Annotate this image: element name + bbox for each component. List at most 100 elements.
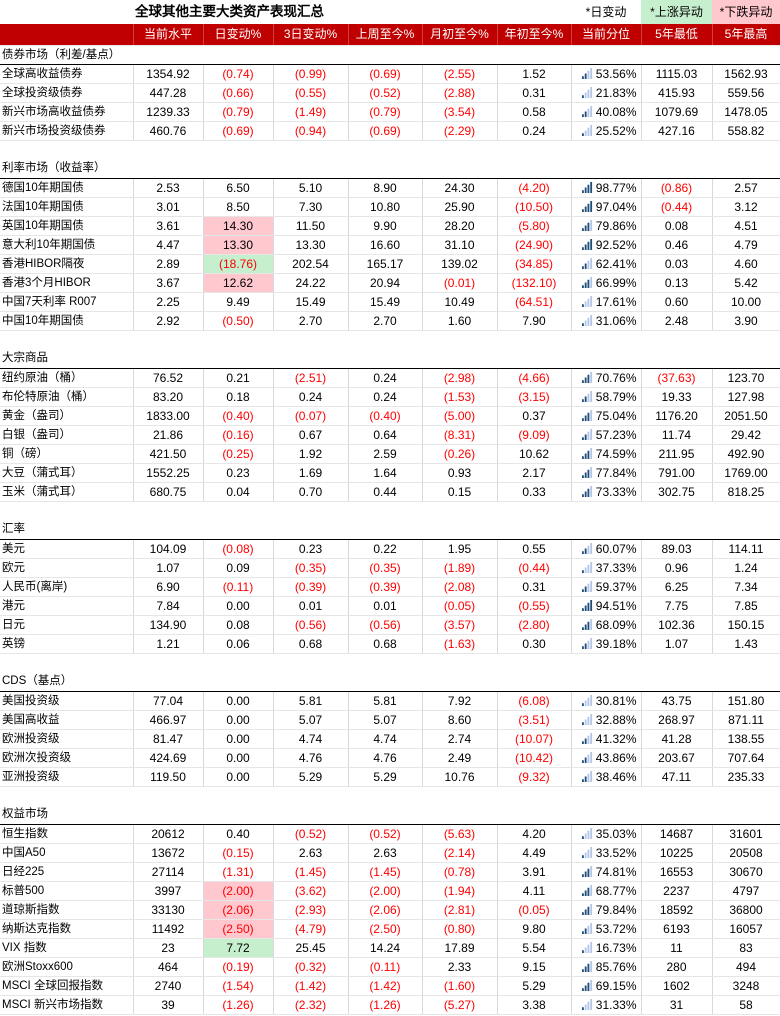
table-cell: 0.55 xyxy=(497,539,572,559)
percentile-bars-icon xyxy=(581,181,592,193)
percentile-bars-icon xyxy=(581,827,592,839)
percentile-bars-icon xyxy=(581,751,592,763)
table-cell: 40.08% xyxy=(571,102,642,122)
table-cell: 7.84 xyxy=(133,596,204,616)
percentile-value: 40.08% xyxy=(595,104,637,119)
table-cell: (24.90) xyxy=(497,235,572,255)
table-cell: (4.66) xyxy=(497,368,572,388)
table-cell: (1.63) xyxy=(422,634,498,654)
percentile-bars-icon xyxy=(581,447,592,459)
percentile-bars-icon xyxy=(581,219,592,231)
table-cell: 494 xyxy=(712,957,780,977)
table-cell: 3.12 xyxy=(712,197,780,217)
table-row: 纽约原油（桶） 76.52 0.21 (2.51) 0.24 (2.98) (4.66) 70… xyxy=(0,368,780,388)
table-cell: 2.53 xyxy=(133,178,204,198)
row-label: 人民币(离岸) xyxy=(0,577,134,597)
percentile-value: 68.77% xyxy=(595,883,637,898)
table-cell: (0.56) xyxy=(348,615,423,635)
percentile-value: 79.86% xyxy=(595,218,637,233)
table-cell: 139.02 xyxy=(422,254,498,274)
row-label: 玉米（蒲式耳） xyxy=(0,482,134,502)
table-cell: 5.29 xyxy=(348,767,423,787)
row-label: 中国A50 xyxy=(0,843,134,863)
percentile-value: 92.52% xyxy=(595,237,637,252)
row-label: 港元 xyxy=(0,596,134,616)
table-row: 玉米（蒲式耳） 680.75 0.04 0.70 0.44 0.15 0.33 73.33% 3… xyxy=(0,482,780,502)
table-cell: 20.94 xyxy=(348,273,423,293)
table-cell: 0.00 xyxy=(203,710,274,730)
table-cell: (2.88) xyxy=(422,83,498,103)
table-cell: 0.64 xyxy=(348,425,423,445)
table-cell: 0.24 xyxy=(348,387,423,407)
legend-up: *上涨异动 xyxy=(641,0,712,24)
percentile-bars-icon xyxy=(581,86,592,98)
table-cell: (2.81) xyxy=(422,900,498,920)
percentile-bars-icon xyxy=(581,922,592,934)
table-row: 黄金（盎司） 1833.00 (0.40) (0.07) (0.40) (5.00) 0.3… xyxy=(0,406,780,426)
percentile-bars-icon xyxy=(581,846,592,858)
percentile-bars-icon xyxy=(581,257,592,269)
table-cell: 2.70 xyxy=(348,311,423,331)
table-cell: 27114 xyxy=(133,862,204,882)
section-header: 利率市场（收益率） xyxy=(0,159,780,179)
row-label: 纽约原油（桶） xyxy=(0,368,134,388)
table-cell: 20508 xyxy=(712,843,780,863)
table-cell: 1.24 xyxy=(712,558,780,578)
table-cell: 0.18 xyxy=(203,387,274,407)
table-cell: (0.05) xyxy=(497,900,572,920)
table-cell: 0.22 xyxy=(348,539,423,559)
row-label: 法国10年期国债 xyxy=(0,197,134,217)
percentile-value: 85.76% xyxy=(595,959,637,974)
table-cell: 6193 xyxy=(641,919,713,939)
table-cell: (5.63) xyxy=(422,824,498,844)
table-row: 日元 134.90 0.08 (0.56) (0.56) (3.57) (2.80) 68.0… xyxy=(0,615,780,635)
table-cell: 5.81 xyxy=(348,691,423,711)
table-cell: 33.52% xyxy=(571,843,642,863)
table-cell: (0.55) xyxy=(497,596,572,616)
header-day: 日变动% xyxy=(203,24,274,46)
section-gap xyxy=(0,330,780,349)
table-cell: 415.93 xyxy=(641,83,713,103)
section-title: 大宗商品 xyxy=(0,349,780,369)
table-cell: 1769.00 xyxy=(712,463,780,483)
section-title: 利率市场（收益率） xyxy=(0,159,780,179)
percentile-bars-icon xyxy=(581,200,592,212)
table-cell: (0.52) xyxy=(273,824,349,844)
table-cell: 421.50 xyxy=(133,444,204,464)
row-label: 欧元 xyxy=(0,558,134,578)
table-cell: 10225 xyxy=(641,843,713,863)
table-cell: (1.26) xyxy=(203,995,274,1015)
row-label: 日经225 xyxy=(0,862,134,882)
table-cell: 31.33% xyxy=(571,995,642,1015)
legend-down: *下跌异动 xyxy=(712,0,780,24)
table-row: 欧元 1.07 0.09 (0.35) (0.35) (1.89) (0.44) 37.33%… xyxy=(0,558,780,578)
table-cell: 36800 xyxy=(712,900,780,920)
percentile-value: 94.51% xyxy=(595,598,637,613)
row-label: 香港3个月HIBOR xyxy=(0,273,134,293)
header-row: 当前水平 日变动% 3日变动% 上周至今% 月初至今% 年初至今% 当前分位 5… xyxy=(0,24,780,46)
row-label: 德国10年期国债 xyxy=(0,178,134,198)
table-cell: 3.67 xyxy=(133,273,204,293)
percentile-value: 68.09% xyxy=(595,617,637,632)
table-cell: 0.00 xyxy=(203,748,274,768)
table-cell: (0.16) xyxy=(203,425,274,445)
table-cell: 203.67 xyxy=(641,748,713,768)
table-cell: 138.55 xyxy=(712,729,780,749)
table-cell: 3997 xyxy=(133,881,204,901)
table-cell: 0.09 xyxy=(203,558,274,578)
table-cell: 424.69 xyxy=(133,748,204,768)
table-cell: 2.17 xyxy=(497,463,572,483)
percentile-bars-icon xyxy=(581,770,592,782)
table-cell: 464 xyxy=(133,957,204,977)
table-row: 全球高收益债券 1354.92 (0.74) (0.99) (0.69) (2.55) 1.… xyxy=(0,64,780,84)
table-cell: 4.11 xyxy=(497,881,572,901)
table-row: 意大利10年期国债 4.47 13.30 13.30 16.60 31.10 (24.90)… xyxy=(0,235,780,255)
table-cell: 1.21 xyxy=(133,634,204,654)
table-cell: 7.85 xyxy=(712,596,780,616)
section-gap xyxy=(0,140,780,159)
table-cell: 707.64 xyxy=(712,748,780,768)
percentile-value: 74.59% xyxy=(595,446,637,461)
table-cell: 0.24 xyxy=(497,121,572,141)
percentile-bars-icon xyxy=(581,960,592,972)
